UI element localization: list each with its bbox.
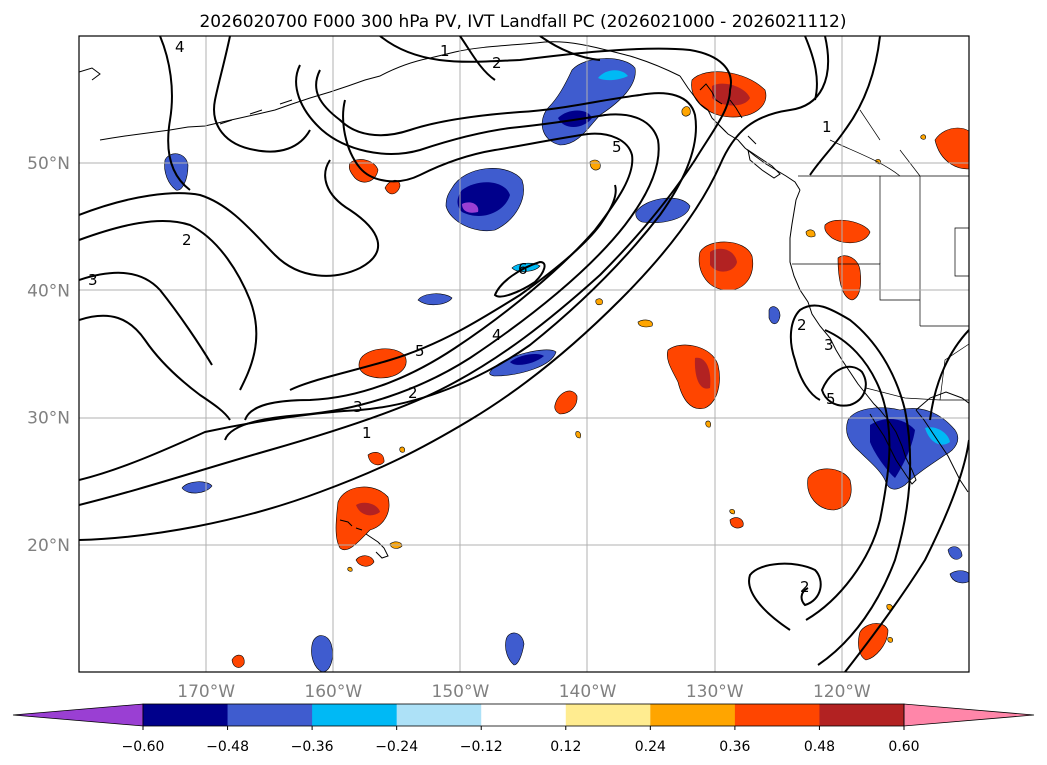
- longitude-label: 140°W: [559, 682, 617, 702]
- colorbar-tick-label: −0.12: [460, 739, 503, 755]
- contour-label-5: 5: [415, 342, 425, 360]
- colorbar-frame: [142, 703, 905, 727]
- longitude-label: 150°W: [432, 682, 490, 702]
- contour-label-1: 1: [822, 118, 832, 136]
- colorbar-tick-label: −0.36: [291, 739, 334, 755]
- longitude-label: 130°W: [686, 682, 744, 702]
- latitude-label: 30°N: [27, 409, 70, 429]
- colorbar-bin: [650, 704, 736, 726]
- contour-label-1: 1: [440, 42, 450, 60]
- contour-label-2: 2: [182, 231, 192, 249]
- contour-label-5: 5: [826, 390, 836, 408]
- negative-anomaly-shading: [164, 58, 969, 672]
- colorbar-tick-label: −0.60: [122, 739, 165, 755]
- contour-label-2: 2: [408, 384, 418, 402]
- map-frame: [78, 35, 970, 673]
- colorbar-bin: [734, 704, 820, 726]
- colorbar-bin: [143, 704, 229, 726]
- map-area: 4 1 2 5 2 3 6 4 5 3 2 1 1 2 3 5 2: [79, 36, 969, 672]
- colorbar: [12, 703, 1035, 727]
- contour-label-2: 2: [492, 54, 502, 72]
- colorbar-tick-label: 0.24: [635, 739, 666, 755]
- contour-label-5: 5: [612, 138, 622, 156]
- contour-label-4: 4: [175, 38, 185, 56]
- colorbar-bin: [565, 704, 651, 726]
- colorbar-tick-label: −0.48: [206, 739, 249, 755]
- contour-label-1: 1: [362, 424, 372, 442]
- contour-label-2: 2: [800, 578, 810, 596]
- contour-labels: 4 1 2 5 2 3 6 4 5 3 2 1 1 2 3 5 2: [88, 38, 836, 596]
- colorbar-bin: [481, 704, 567, 726]
- longitude-label: 160°W: [304, 682, 362, 702]
- positive-anomaly-shading: [231, 71, 969, 668]
- longitude-label: 170°W: [177, 682, 235, 702]
- contour-label-3: 3: [353, 398, 363, 416]
- pv-contours: [79, 36, 969, 672]
- colorbar-tick-label: −0.24: [375, 739, 418, 755]
- colorbar-bin: [312, 704, 398, 726]
- colorbar-extend-high: [903, 703, 1035, 727]
- colorbar-tick-label: 0.60: [888, 739, 919, 755]
- latitude-label: 50°N: [27, 154, 70, 174]
- colorbar-bin: [227, 704, 313, 726]
- contour-label-3: 3: [824, 336, 834, 354]
- colorbar-bin: [396, 704, 482, 726]
- longitude-label: 120°W: [813, 682, 871, 702]
- contour-label-6: 6: [518, 260, 528, 278]
- colorbar-tick-label: 0.12: [550, 739, 581, 755]
- colorbar-tick-labels: −0.60 −0.48 −0.36 −0.24 −0.12 0.12 0.24 0.36 0.4…: [122, 726, 920, 755]
- colorbar-bin: [819, 704, 905, 726]
- contour-label-2: 2: [797, 316, 807, 334]
- latitude-label: 40°N: [27, 281, 70, 301]
- colorbar-extend-low: [12, 703, 144, 727]
- colorbar-tick-label: 0.36: [719, 739, 750, 755]
- chart-title: 2026020700 F000 300 hPa PV, IVT Landfall…: [199, 12, 846, 32]
- longitude-labels: 170°W 160°W 150°W 140°W 130°W 120°W: [177, 682, 871, 702]
- contour-label-3: 3: [88, 271, 98, 289]
- contour-label-4: 4: [492, 326, 502, 344]
- latitude-label: 20°N: [27, 536, 70, 556]
- colorbar-tick-label: 0.48: [804, 739, 835, 755]
- latitude-labels: 20°N 30°N 40°N 50°N: [27, 154, 70, 556]
